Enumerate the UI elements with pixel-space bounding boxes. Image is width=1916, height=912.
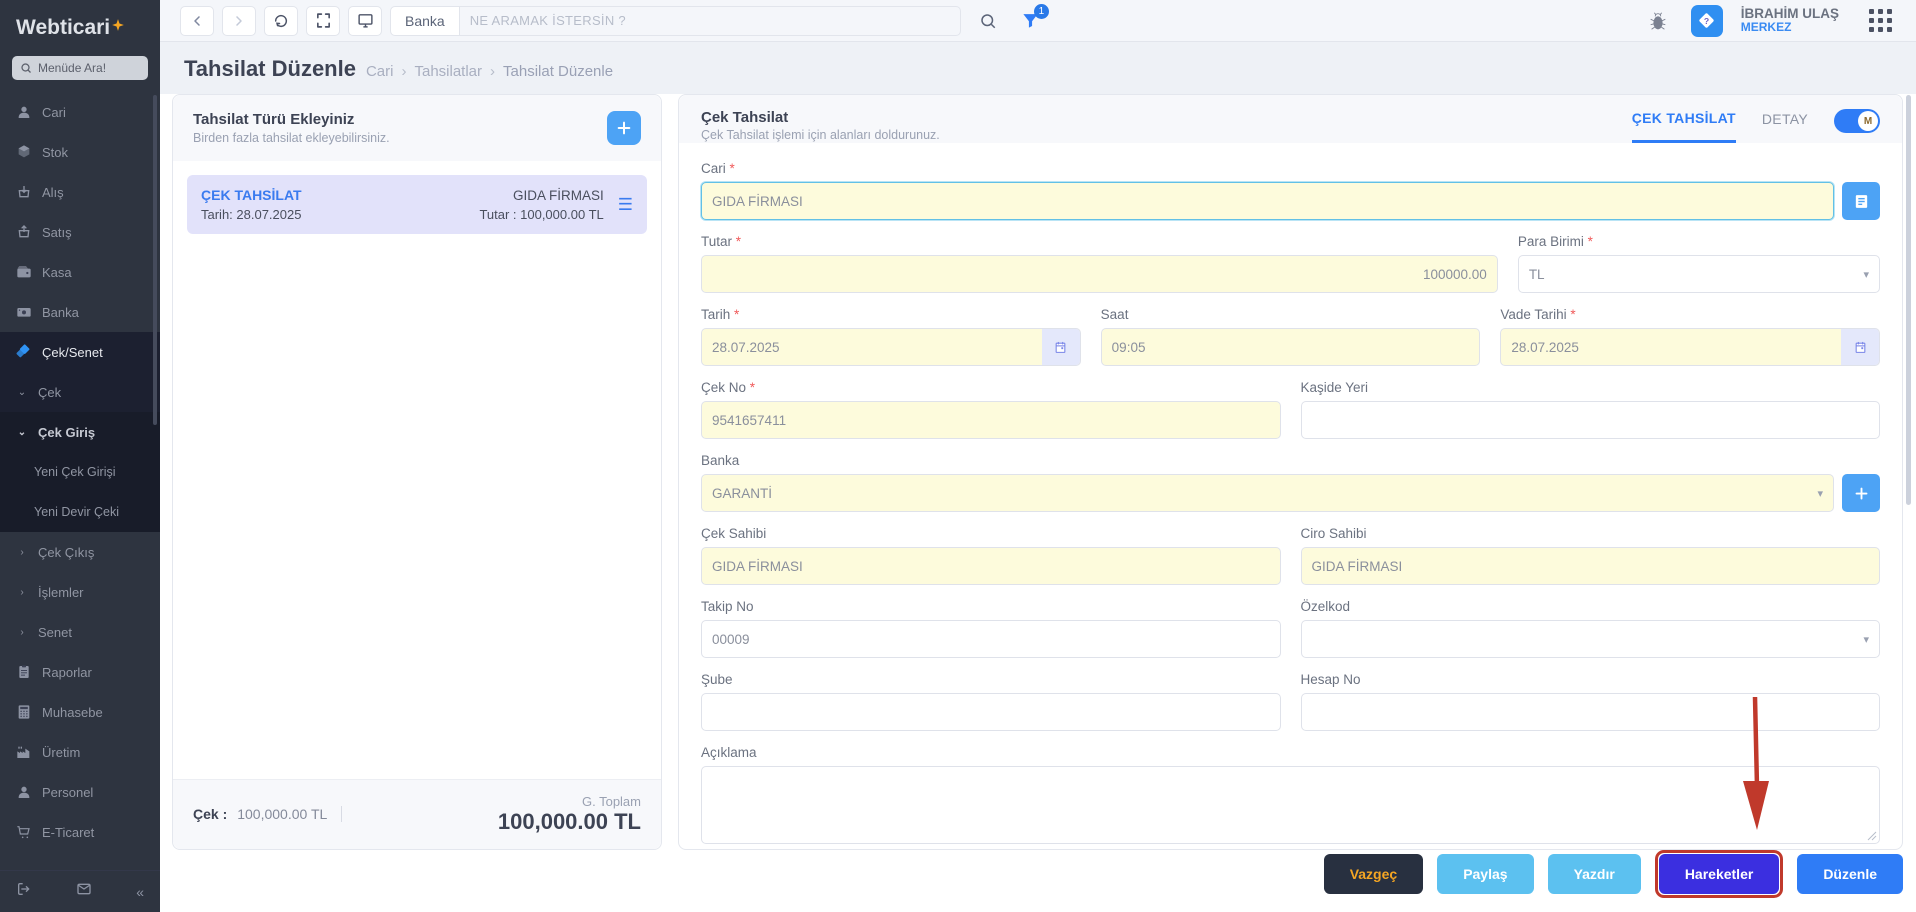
svg-text:?: ? [1704, 16, 1709, 26]
